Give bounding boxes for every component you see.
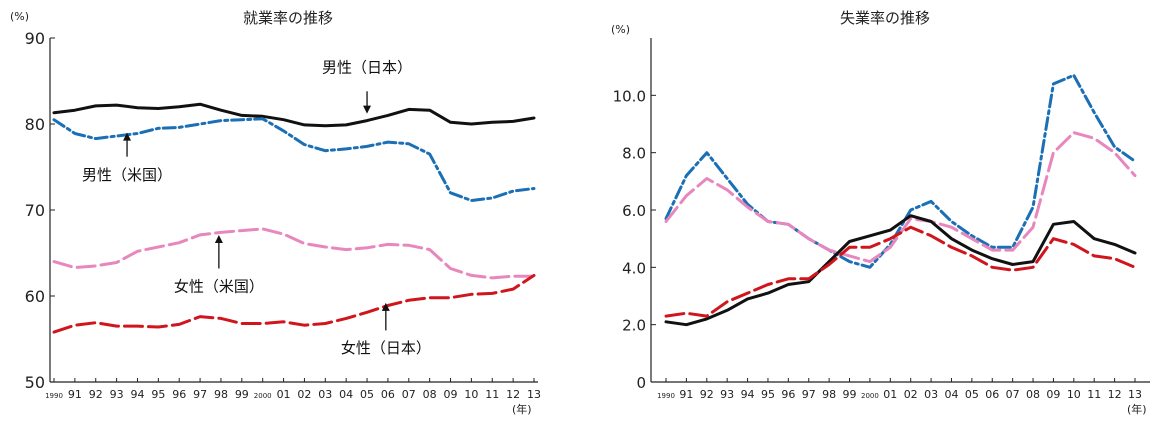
x-tick-label: 2000 <box>861 392 879 400</box>
y-tick-label: 60 <box>25 287 45 306</box>
x-tick-label: 95 <box>761 388 775 401</box>
x-tick-label: 02 <box>297 388 311 401</box>
x-tick-label: 92 <box>89 388 103 401</box>
y-tick-label: 2.0 <box>622 317 646 335</box>
x-tick-label: 95 <box>151 388 165 401</box>
chart-title: 失業率の推移 <box>840 9 930 27</box>
x-tick-label: 01 <box>277 388 291 401</box>
y-tick-label: 8.0 <box>622 145 646 163</box>
y-tick-label: 10.0 <box>613 87 646 105</box>
x-tick-label: 1990 <box>45 392 63 400</box>
y-tick-label: 0 <box>636 374 646 392</box>
x-tick-label: 12 <box>1108 388 1122 401</box>
chart-title: 就業率の推移 <box>243 9 333 27</box>
x-tick-label: 06 <box>985 388 999 401</box>
x-tick-label: 98 <box>822 388 836 401</box>
x-unit-label: (年) <box>512 402 532 416</box>
x-tick-label: 92 <box>700 388 714 401</box>
series-line-1 <box>52 117 536 202</box>
x-tick-label: 11 <box>485 388 499 401</box>
y-tick-label: 50 <box>25 373 45 392</box>
unemployment-rate-chart: 失業率の推移 (%) (年) 0 2.0 4.0 6.0 8.0 10.0 1990 91 9… <box>611 9 1150 416</box>
x-tick-label: 91 <box>679 388 693 401</box>
x-tick-label: 94 <box>741 388 755 401</box>
x-tick-label: 03 <box>318 388 332 401</box>
series-annotation-label: 男性（日本） <box>322 58 412 76</box>
x-tick-label: 99 <box>235 388 249 401</box>
series-line-2 <box>52 227 536 280</box>
x-tick-label: 12 <box>506 388 520 401</box>
x-tick-label: 02 <box>904 388 918 401</box>
series-line-0 <box>664 73 1137 269</box>
x-tick-label: 93 <box>110 388 124 401</box>
x-tick-label: 98 <box>214 388 228 401</box>
x-tick-label: 08 <box>423 388 437 401</box>
x-tick-label: 1990 <box>657 392 675 400</box>
y-tick-label: 6.0 <box>622 202 646 220</box>
x-tick-label: 94 <box>130 388 144 401</box>
x-tick-label: 13 <box>1128 388 1142 401</box>
series-annotation-label: 女性（米国） <box>174 278 264 296</box>
x-tick-label: 06 <box>381 388 395 401</box>
y-tick-label: 70 <box>25 201 45 220</box>
series-line-3 <box>52 273 536 334</box>
x-tick-label: 05 <box>965 388 979 401</box>
annotation-arrowhead <box>381 302 390 311</box>
x-tick-label: 07 <box>1006 388 1020 401</box>
x-tick-label: 01 <box>883 388 897 401</box>
x-tick-label: 11 <box>1087 388 1101 401</box>
y-tick-label: 90 <box>25 29 45 48</box>
x-tick-label: 10 <box>464 388 478 401</box>
x-tick-label: 96 <box>781 388 795 401</box>
x-tick-label: 04 <box>339 388 353 401</box>
x-tick-label: 97 <box>802 388 816 401</box>
x-tick-label: 10 <box>1067 388 1081 401</box>
y-tick-label: 4.0 <box>622 259 646 277</box>
y-unit-label: (%) <box>611 23 630 36</box>
x-unit-label: (年) <box>1127 402 1147 416</box>
x-tick-label: 09 <box>444 388 458 401</box>
x-tick-label: 93 <box>720 388 734 401</box>
x-tick-label: 03 <box>924 388 938 401</box>
annotation-arrowhead <box>363 105 372 114</box>
y-unit-label: (%) <box>10 10 29 23</box>
series-line-3 <box>664 225 1137 318</box>
x-tick-label: 08 <box>1026 388 1040 401</box>
x-tick-label: 97 <box>193 388 207 401</box>
series-line-2 <box>664 214 1137 327</box>
employment-rate-chart: 就業率の推移 (%) (年) 50 60 70 80 90 1990 91 92 93 94 95… <box>10 9 541 416</box>
x-tick-label: 13 <box>527 388 541 401</box>
x-tick-label: 2000 <box>254 392 272 400</box>
x-tick-label: 07 <box>402 388 416 401</box>
x-tick-label: 96 <box>172 388 186 401</box>
y-tick-label: 80 <box>25 115 45 134</box>
x-tick-label: 09 <box>1046 388 1060 401</box>
x-tick-label: 05 <box>360 388 374 401</box>
series-annotation-label: 女性（日本） <box>341 339 431 357</box>
annotation-arrowhead <box>214 234 223 243</box>
x-tick-label: 04 <box>944 388 958 401</box>
x-tick-label: 91 <box>68 388 82 401</box>
series-line-0 <box>52 102 536 128</box>
annotation-arrowhead <box>123 132 132 141</box>
x-tick-label: 99 <box>843 388 857 401</box>
series-annotation-label: 男性（米国） <box>82 166 172 184</box>
